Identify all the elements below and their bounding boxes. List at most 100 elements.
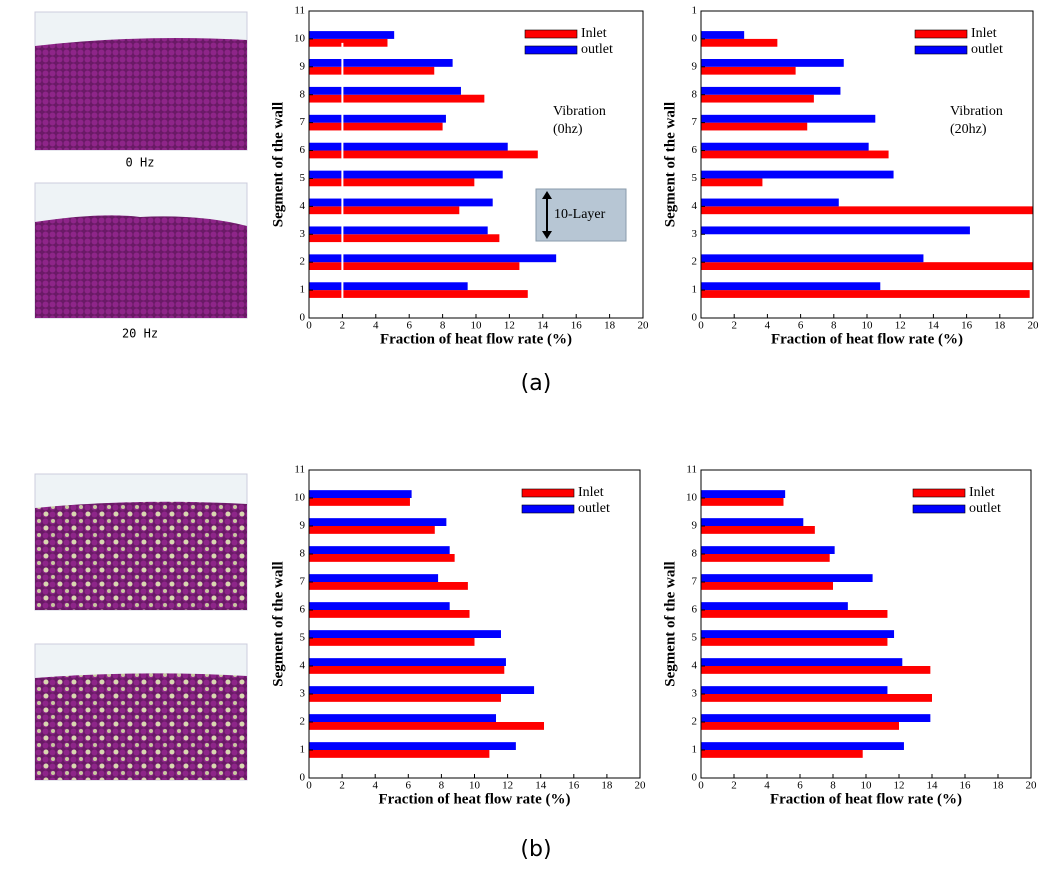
image-label: 20 Hz xyxy=(122,327,158,341)
bar xyxy=(309,282,468,291)
x-tick-label: 4 xyxy=(373,320,379,332)
y-axis-label: Segment of the wall xyxy=(662,561,678,686)
legend-label: outlet xyxy=(578,501,610,516)
y-tick-label: 2 xyxy=(300,716,306,728)
x-tick-label: 14 xyxy=(927,780,939,792)
bar xyxy=(701,666,931,674)
bar xyxy=(309,142,508,151)
legend-label: outlet xyxy=(581,42,613,57)
y-tick-label: 9 xyxy=(300,520,306,532)
bar xyxy=(701,290,1030,298)
bar xyxy=(309,114,446,123)
y-tick-label: 8 xyxy=(692,88,698,100)
legend-swatch xyxy=(521,504,575,514)
bar xyxy=(701,31,745,39)
particle-bed xyxy=(35,38,247,150)
bar xyxy=(701,122,808,131)
x-tick-label: 12 xyxy=(895,320,906,332)
bar xyxy=(309,66,435,75)
bar xyxy=(309,234,500,243)
bar xyxy=(309,742,516,750)
y-tick-label: 4 xyxy=(692,660,698,672)
x-tick-label: 8 xyxy=(831,320,837,332)
bar xyxy=(701,262,1033,270)
bar xyxy=(309,150,538,159)
bar xyxy=(309,490,412,498)
bar xyxy=(701,582,833,590)
bar xyxy=(701,94,814,103)
x-tick-label: 6 xyxy=(406,780,412,792)
x-tick-label: 2 xyxy=(731,320,737,332)
y-tick-label: 1 xyxy=(300,744,306,756)
bar xyxy=(701,630,895,638)
y-tick-label: 7 xyxy=(692,116,698,128)
bar xyxy=(309,658,506,666)
particle-bed xyxy=(35,215,247,318)
x-tick-label: 12 xyxy=(502,780,513,792)
x-tick-label: 0 xyxy=(306,320,312,332)
y-tick-label: 11 xyxy=(294,464,305,476)
bar xyxy=(701,226,970,235)
y-tick-label: 9 xyxy=(692,520,698,532)
bar xyxy=(309,206,460,215)
bar xyxy=(309,714,497,722)
image-label: 0 Hz xyxy=(126,156,155,170)
x-tick-label: 16 xyxy=(960,780,972,792)
annotation: (0hz) xyxy=(553,122,583,137)
bar xyxy=(701,66,796,75)
bar xyxy=(701,206,1033,215)
legend-swatch xyxy=(521,488,575,498)
y-tick-label: 1 xyxy=(692,744,698,756)
bar xyxy=(309,666,505,674)
bar xyxy=(701,714,931,722)
bar xyxy=(309,610,470,618)
y-tick-label: 0 xyxy=(692,772,698,784)
y-tick-label: 7 xyxy=(300,116,306,128)
x-tick-label: 6 xyxy=(797,780,803,792)
y-tick-label: 9 xyxy=(300,60,306,72)
x-tick-label: 10 xyxy=(862,320,874,332)
bar xyxy=(309,290,528,298)
y-tick-label: 2 xyxy=(692,256,698,268)
y-tick-label: 5 xyxy=(300,632,306,644)
bar xyxy=(309,498,410,506)
particle-bed xyxy=(35,501,247,610)
bar xyxy=(309,254,557,263)
bar xyxy=(701,254,924,263)
bar xyxy=(701,686,888,694)
x-axis-label: Fraction of heat flow rate (%) xyxy=(380,331,572,347)
y-tick-label: 4 xyxy=(692,200,698,212)
bar xyxy=(701,114,876,123)
y-tick-label: 10 xyxy=(294,492,306,504)
bar xyxy=(309,518,447,526)
bar xyxy=(309,198,493,207)
bar xyxy=(309,38,388,47)
y-tick-label: 11 xyxy=(294,5,305,17)
y-tick-label: 0 xyxy=(692,32,698,44)
bar xyxy=(309,59,453,67)
x-tick-label: 14 xyxy=(535,780,547,792)
legend-label: Inlet xyxy=(969,485,995,500)
x-tick-label: 8 xyxy=(440,320,446,332)
y-tick-label: 2 xyxy=(300,256,306,268)
y-tick-label: 4 xyxy=(300,660,306,672)
x-tick-label: 2 xyxy=(731,780,737,792)
bar xyxy=(701,658,903,666)
bar xyxy=(701,178,763,187)
x-tick-label: 12 xyxy=(504,320,515,332)
x-tick-label: 18 xyxy=(604,320,616,332)
bar xyxy=(701,750,863,758)
bar xyxy=(701,610,888,618)
x-tick-label: 0 xyxy=(306,780,312,792)
annotation: (20hz) xyxy=(950,122,987,137)
bar xyxy=(701,86,841,95)
y-tick-label: 5 xyxy=(692,632,698,644)
legend-label: outlet xyxy=(969,501,1001,516)
y-tick-label: 6 xyxy=(692,604,698,616)
bar xyxy=(309,526,435,534)
x-tick-label: 0 xyxy=(698,320,704,332)
y-tick-label: 3 xyxy=(692,688,698,700)
bar xyxy=(309,122,443,131)
bar xyxy=(701,170,894,179)
legend-swatch xyxy=(524,29,578,39)
